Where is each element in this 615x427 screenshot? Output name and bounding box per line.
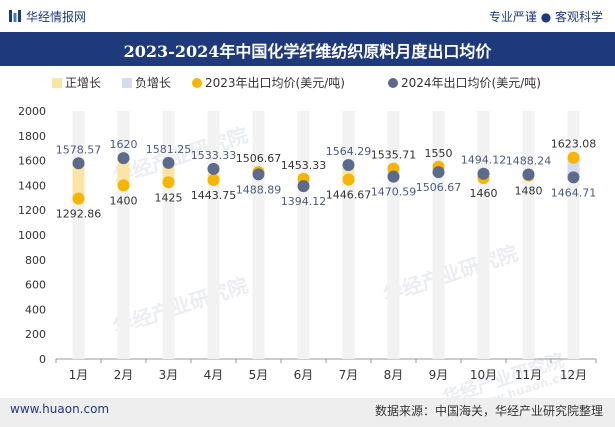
x-tick-label: 6月 xyxy=(294,368,314,382)
point-2024 xyxy=(207,162,220,175)
bar-track xyxy=(252,111,265,359)
x-tick-label: 4月 xyxy=(204,368,224,382)
point-2024 xyxy=(252,168,265,181)
point-2024 xyxy=(432,166,445,179)
point-2024 xyxy=(297,180,310,193)
x-tick-label: 7月 xyxy=(339,368,359,382)
point-2024 xyxy=(522,168,535,181)
data-label-2024: 1564.29 xyxy=(326,145,372,158)
legend-2024-label: 2024年出口均价(美元/吨) xyxy=(401,76,541,90)
data-label-2023: 1535.71 xyxy=(371,149,417,162)
x-tick-label: 10月 xyxy=(470,368,497,382)
data-label-2023: 1480 xyxy=(515,184,543,197)
series-2024-swatch xyxy=(388,78,398,88)
bar-track xyxy=(477,111,490,359)
bar-track xyxy=(297,111,310,359)
y-tick-label: 1000 xyxy=(18,229,46,242)
title-bar: 2023-2024年中国化学纤维纺织原料月度出口均价 xyxy=(0,32,615,66)
point-2023 xyxy=(162,176,175,189)
series-2023-swatch xyxy=(192,78,202,88)
data-label-2023: 1550 xyxy=(425,147,453,160)
y-tick-label: 0 xyxy=(39,353,46,366)
point-2024 xyxy=(342,159,355,172)
y-tick-label: 1200 xyxy=(18,204,46,217)
y-tick-label: 1800 xyxy=(18,130,46,143)
legend: 正增长 负增长 2023年出口均价(美元/吨) 2024年出口均价(美元/吨) xyxy=(0,72,615,94)
point-2024 xyxy=(387,170,400,183)
positive-change-bar xyxy=(72,163,85,199)
brand[interactable]: 华经情报网 xyxy=(8,8,86,25)
data-label-2024: 1506.67 xyxy=(416,181,462,194)
point-2023 xyxy=(117,179,130,192)
legend-negative-label: 负增长 xyxy=(135,76,172,90)
point-2024 xyxy=(567,171,580,184)
y-tick-label: 1400 xyxy=(18,179,46,192)
bar-track xyxy=(522,111,535,359)
legend-positive-label: 正增长 xyxy=(65,76,102,90)
y-tick-label: 600 xyxy=(25,279,46,292)
data-label-2024: 1488.24 xyxy=(506,154,552,167)
legend-positive[interactable]: 正增长 xyxy=(52,74,101,91)
data-label-2024: 1533.33 xyxy=(191,149,237,162)
data-label-2023: 1400 xyxy=(110,194,138,207)
data-label-2023: 1623.08 xyxy=(551,138,597,151)
negative-swatch xyxy=(122,78,132,88)
data-label-2024: 1494.12 xyxy=(461,154,507,167)
data-label-2024: 1620 xyxy=(110,138,138,151)
data-label-2024: 1488.89 xyxy=(236,183,282,196)
footer-site[interactable]: www.huaon.com xyxy=(10,402,110,416)
chart-area: 0 200 400 600 800 1000 1200 1400 1600 1800 2000 1月 2… xyxy=(18,105,597,382)
point-2024 xyxy=(162,156,175,169)
chart-title: 2023-2024年中国化学纤维纺织原料月度出口均价 xyxy=(123,42,492,61)
x-tick-label: 1月 xyxy=(69,368,89,382)
tagline: 专业严谨 ● 客观科学 xyxy=(488,10,603,24)
data-label-2024: 1464.71 xyxy=(551,186,597,199)
positive-swatch xyxy=(52,78,62,88)
x-tick-label: 8月 xyxy=(384,368,404,382)
x-tick-label: 9月 xyxy=(429,368,449,382)
data-label-2023: 1506.67 xyxy=(236,152,282,165)
x-tick-label: 3月 xyxy=(159,368,179,382)
top-bar: 华经情报网 专业严谨 ● 客观科学 xyxy=(0,0,615,32)
data-label-2023: 1425 xyxy=(155,191,183,204)
legend-2023-label: 2023年出口均价(美元/吨) xyxy=(205,76,345,90)
data-label-2023: 1446.67 xyxy=(326,189,372,202)
point-2024 xyxy=(117,152,130,165)
y-tick-label: 2000 xyxy=(18,105,46,118)
y-tick-label: 1600 xyxy=(18,155,46,168)
legend-2024[interactable]: 2024年出口均价(美元/吨) xyxy=(388,74,541,91)
huajing-logo-icon xyxy=(9,10,21,22)
data-label-2024: 1470.59 xyxy=(371,186,417,199)
legend-2023[interactable]: 2023年出口均价(美元/吨) xyxy=(192,74,345,91)
point-2023 xyxy=(207,173,220,186)
y-tick-label: 200 xyxy=(25,328,46,341)
point-2024 xyxy=(477,167,490,180)
data-source: 数据来源：中国海关，华经产业研究院整理 xyxy=(374,404,603,418)
point-2024 xyxy=(72,157,85,170)
x-tick-label: 2月 xyxy=(114,368,134,382)
x-tick-label: 5月 xyxy=(249,368,269,382)
point-2023 xyxy=(567,151,580,164)
x-tick-label: 11月 xyxy=(515,368,542,382)
y-tick-label: 400 xyxy=(25,303,46,316)
point-2023 xyxy=(342,173,355,186)
footer: www.huaon.com 数据来源：中国海关，华经产业研究院整理 xyxy=(0,398,615,427)
brand-name: 华经情报网 xyxy=(26,10,87,24)
data-label-2024: 1578.57 xyxy=(56,143,102,156)
data-label-2023: 1292.86 xyxy=(56,208,102,221)
data-label-2023: 1460 xyxy=(470,187,498,200)
y-tick-label: 800 xyxy=(25,254,46,267)
data-label-2023: 1443.75 xyxy=(191,189,237,202)
data-label-2024: 1394.12 xyxy=(281,195,327,208)
x-tick-label: 12月 xyxy=(560,368,587,382)
legend-negative[interactable]: 负增长 xyxy=(122,74,171,91)
positive-change-bar xyxy=(117,158,130,186)
data-label-2024: 1581.25 xyxy=(146,143,192,156)
point-2023 xyxy=(72,192,85,205)
data-label-2023: 1453.33 xyxy=(281,159,327,172)
